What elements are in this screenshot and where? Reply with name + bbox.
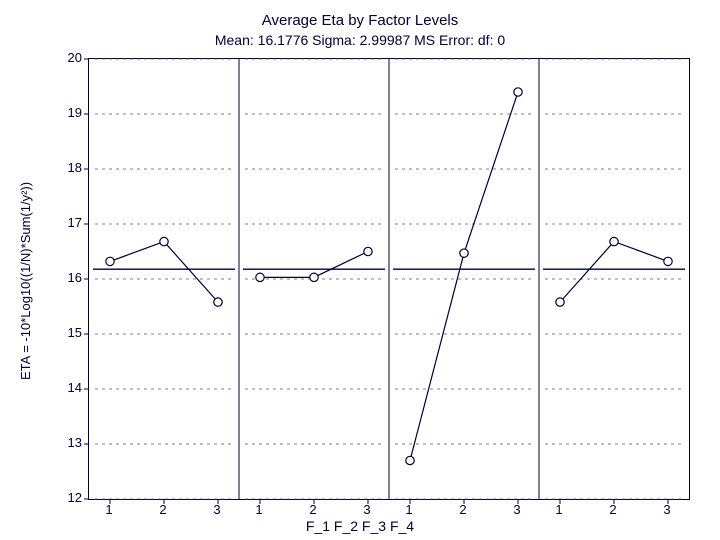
ytick-label: 17 xyxy=(54,215,82,230)
ytick-label: 20 xyxy=(54,50,82,65)
ytick-label: 19 xyxy=(54,105,82,120)
chart-subtitle: Mean: 16.1776 Sigma: 2.99987 MS Error: d… xyxy=(0,32,720,48)
ytick-label: 16 xyxy=(54,270,82,285)
plot-area xyxy=(88,58,690,500)
xtick-label: 1 xyxy=(99,502,119,517)
xtick-label: 3 xyxy=(657,502,677,517)
xtick-label: 2 xyxy=(453,502,473,517)
x-axis-label: F_1 F_2 F_3 F_4 xyxy=(0,518,720,534)
ytick-label: 18 xyxy=(54,160,82,175)
xtick-label: 1 xyxy=(249,502,269,517)
xtick-label: 1 xyxy=(549,502,569,517)
xtick-label: 3 xyxy=(207,502,227,517)
ytick-label: 14 xyxy=(54,380,82,395)
xtick-label: 3 xyxy=(507,502,527,517)
chart-container: Average Eta by Factor Levels Mean: 16.17… xyxy=(0,0,720,540)
ytick-label: 15 xyxy=(54,325,82,340)
xtick-label: 2 xyxy=(603,502,623,517)
xtick-label: 2 xyxy=(153,502,173,517)
chart-title: Average Eta by Factor Levels xyxy=(0,12,720,29)
ytick-label: 13 xyxy=(54,435,82,450)
xtick-label: 3 xyxy=(357,502,377,517)
xtick-label: 2 xyxy=(303,502,323,517)
ytick-label: 12 xyxy=(54,490,82,505)
y-axis-label: ETA = -10*Log10((1/N)*Sum(1/y²)) xyxy=(18,182,33,380)
plot-svg xyxy=(89,59,689,499)
xtick-label: 1 xyxy=(399,502,419,517)
